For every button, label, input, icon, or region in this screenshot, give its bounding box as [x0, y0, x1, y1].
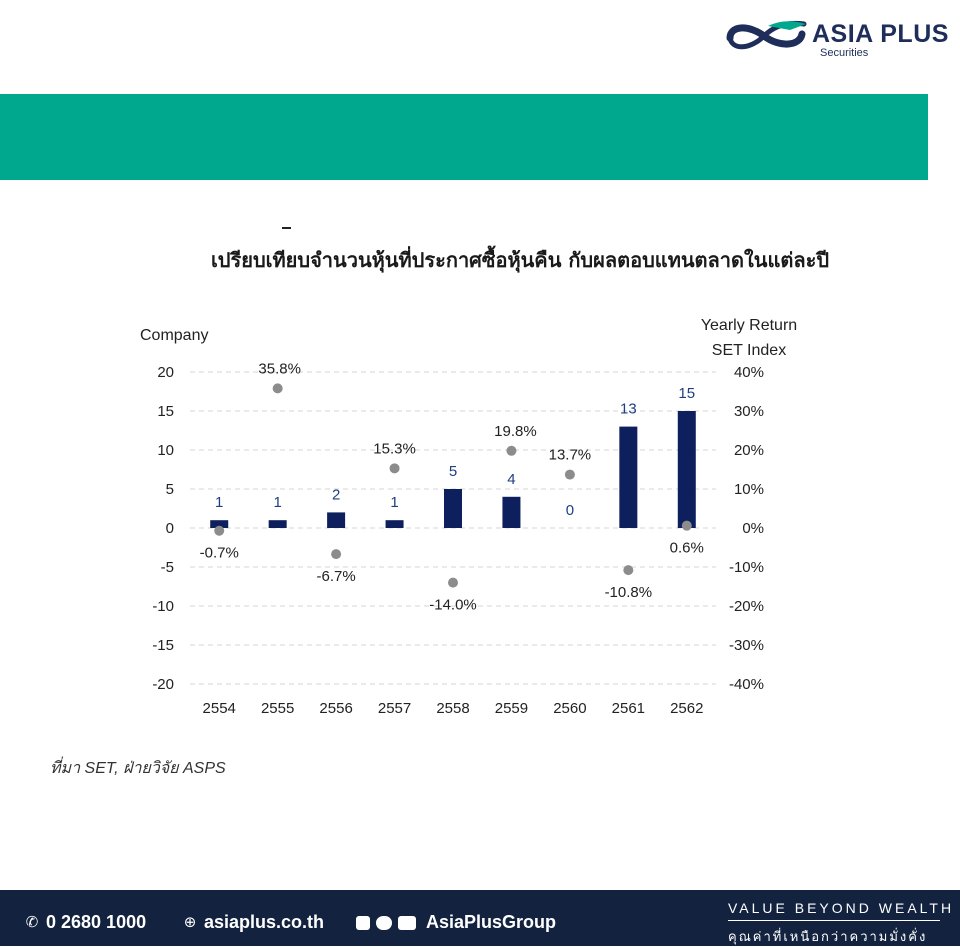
x-tick-label: 2558 [436, 700, 469, 717]
return-value-label: 15.3% [373, 440, 416, 457]
bar [677, 411, 696, 528]
tagline-thai: คุณค่าที่เหนือกว่าความมั่งคั่ง [728, 930, 928, 945]
return-point [448, 577, 458, 588]
tagline: VALUE BEYOND WEALTH [728, 900, 955, 916]
bar-value-label: 4 [507, 471, 515, 488]
x-tick-label: 2555 [261, 700, 294, 717]
youtube-icon[interactable] [398, 916, 416, 930]
asia-plus-logo: ASIA PLUS Securities [724, 14, 949, 64]
header-band [0, 94, 928, 180]
bar [327, 512, 346, 528]
buyback-chart: 20 40%15 30%10 20%5 10%0 0%-5 -10%-10 -20%-15 -3… [140, 317, 797, 717]
bar-value-label: 0 [566, 502, 574, 519]
return-point [506, 445, 517, 456]
footer-website[interactable]: asiaplus.co.th [204, 912, 325, 932]
bar [619, 426, 638, 528]
bar-value-label: 5 [449, 463, 457, 480]
source-note: ที่มา SET, ฝ่ายวิจัย ASPS [50, 760, 226, 777]
tagline-divider [728, 920, 940, 921]
infinity-logo-icon [726, 20, 807, 50]
twitter-icon[interactable] [376, 916, 392, 930]
return-point [681, 520, 692, 531]
return-point [564, 469, 575, 480]
y2-tick-label: 40% [734, 364, 764, 381]
bar-value-label: 15 [678, 385, 695, 402]
y2-axis-title-line1: Yearly Return [701, 317, 797, 334]
bar [444, 489, 462, 528]
y-tick-label: 20 [157, 364, 174, 381]
x-tick-label: 2559 [495, 700, 528, 717]
y-axis-title: Company [140, 327, 208, 344]
y-tick-label: 5 [166, 481, 174, 498]
x-tick-label: 2562 [670, 700, 703, 717]
x-tick-label: 2554 [203, 700, 236, 717]
globe-icon: ⊕ [183, 913, 197, 931]
x-tick-label: 2561 [612, 700, 645, 717]
y-tick-label: 15 [157, 403, 174, 420]
y-tick-label: -10 [152, 598, 174, 615]
y2-tick-label: 10% [734, 481, 764, 498]
x-tick-label: 2556 [319, 700, 352, 717]
return-point [331, 549, 342, 560]
return-value-label: 0.6% [670, 540, 704, 557]
title-mark [282, 227, 291, 229]
bar [502, 496, 521, 528]
y2-tick-label: -40% [729, 676, 764, 693]
y-tick-label: 0 [166, 520, 174, 537]
y2-tick-label: -20% [729, 598, 764, 615]
return-value-label: 13.7% [549, 447, 592, 464]
brand-name: ASIA PLUS [812, 20, 949, 48]
brand-sub: Securities [820, 47, 869, 59]
y-tick-label: -20 [152, 676, 174, 693]
y-tick-label: -15 [152, 637, 174, 654]
y-tick-label: -5 [161, 559, 174, 576]
bar-value-label: 13 [620, 401, 637, 418]
y2-tick-label: -10% [729, 559, 764, 576]
footer-social[interactable]: AsiaPlusGroup [426, 912, 557, 932]
phone-icon: ✆ [25, 913, 39, 931]
chart-title: เปรียบเทียบจำนวนหุ้นที่ประกาศซื้อหุ้นคืน… [210, 248, 830, 272]
bar [268, 520, 287, 528]
y2-tick-label: 0% [742, 520, 764, 537]
return-value-label: -0.7% [200, 545, 239, 562]
return-point [623, 565, 634, 576]
return-point [214, 525, 225, 536]
y2-tick-label: 20% [734, 442, 764, 459]
footer: ✆ 0 2680 1000 ⊕ asiaplus.co.th AsiaPlusG… [0, 890, 960, 946]
return-value-label: -10.8% [605, 584, 653, 601]
return-value-label: 19.8% [494, 423, 537, 440]
footer-phone[interactable]: 0 2680 1000 [46, 912, 147, 932]
bar-value-label: 2 [332, 486, 340, 503]
y2-axis-title-line2: SET Index [712, 342, 786, 359]
bar-value-label: 1 [390, 494, 398, 511]
return-value-label: -6.7% [317, 568, 356, 585]
return-value-label: -14.0% [429, 597, 477, 614]
bar-value-label: 1 [273, 494, 281, 511]
bar [210, 520, 229, 528]
bar-value-label: 1 [215, 494, 223, 511]
bar [385, 520, 404, 528]
return-point [272, 383, 283, 394]
y2-tick-label: 30% [734, 403, 764, 420]
x-tick-label: 2557 [378, 700, 411, 717]
y-tick-label: 10 [157, 442, 174, 459]
x-tick-label: 2560 [553, 700, 586, 717]
y2-tick-label: -30% [729, 637, 764, 654]
return-value-label: 35.8% [258, 360, 301, 377]
facebook-icon[interactable] [356, 916, 370, 930]
return-point [389, 463, 400, 474]
